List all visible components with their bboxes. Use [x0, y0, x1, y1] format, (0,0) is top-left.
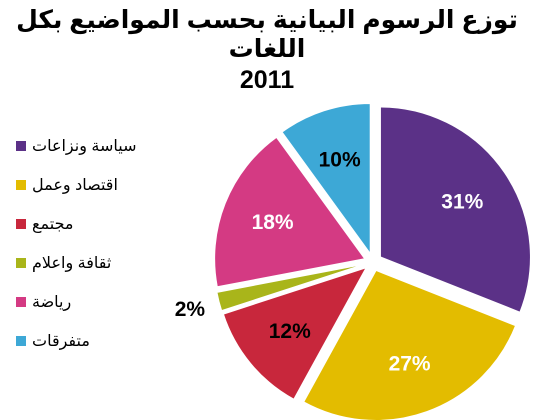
pie-slice	[222, 266, 368, 400]
legend-swatch	[16, 258, 26, 268]
pie-data-label: 10%	[319, 148, 361, 171]
pie-slice	[281, 102, 371, 255]
pie-data-label: 12%	[269, 320, 311, 343]
pie-slice	[379, 106, 531, 313]
legend-swatch	[16, 336, 26, 346]
pie-slice	[214, 136, 366, 288]
legend-item-culture: ثقافة واعلام	[16, 253, 166, 273]
chart-title: توزع الرسوم البيانية بحسب المواضيع بكل ا…	[0, 6, 534, 94]
pie-slice	[216, 263, 365, 312]
legend-item-politics: سياسة ونزاعات	[16, 136, 166, 156]
chart-title-year: 2011	[239, 65, 295, 94]
legend-label: اقتصاد وعمل	[32, 177, 118, 194]
pie-data-label: 31%	[441, 190, 483, 213]
pie-slice	[303, 269, 517, 420]
legend-item-misc: متفرقات	[16, 331, 166, 351]
legend-item-society: مجتمع	[16, 214, 166, 234]
legend-swatch	[16, 141, 26, 151]
legend-item-sports: رياضة	[16, 292, 166, 312]
pie-data-label: 18%	[252, 211, 294, 234]
pie-data-label: 27%	[389, 353, 431, 376]
legend-label: ثقافة واعلام	[32, 255, 112, 272]
legend-swatch	[16, 297, 26, 307]
legend: سياسة ونزاعات اقتصاد وعمل مجتمع ثقافة وا…	[16, 136, 166, 370]
legend-label: سياسة ونزاعات	[32, 138, 137, 155]
chart-title-line1: توزع الرسوم البيانية بحسب المواضيع بكل ا…	[16, 6, 518, 63]
legend-swatch	[16, 180, 26, 190]
legend-label: رياضة	[32, 294, 72, 311]
legend-label: متفرقات	[32, 333, 90, 350]
legend-swatch	[16, 219, 26, 229]
legend-item-economy: اقتصاد وعمل	[16, 175, 166, 195]
pie-data-label: 2%	[175, 298, 206, 321]
legend-label: مجتمع	[32, 216, 74, 233]
